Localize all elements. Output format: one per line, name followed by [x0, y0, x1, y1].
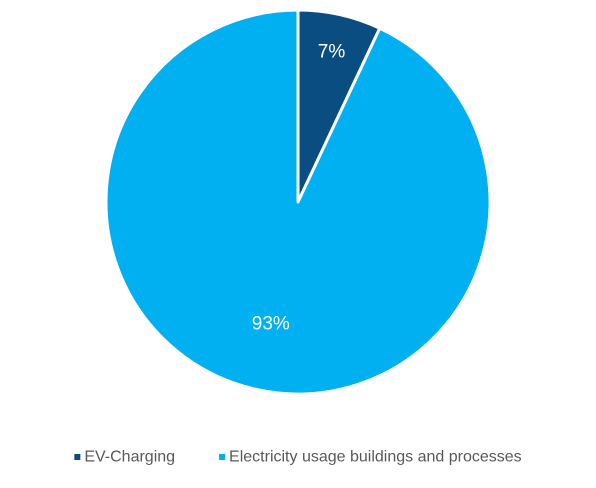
data-label-2: 93% [252, 313, 290, 334]
legend-label-1: EV-Charging [84, 449, 175, 466]
chart-legend: EV-Charging Electricity usage buildings a… [74, 449, 522, 466]
legend-item-2: Electricity usage buildings and processe… [219, 449, 522, 466]
legend-swatch-2 [219, 454, 226, 460]
pie-slices [104, 8, 492, 396]
pie-data-labels: 7% 93% [252, 42, 346, 335]
legend-item-1: EV-Charging [74, 449, 175, 466]
legend-label-2: Electricity usage buildings and processe… [229, 449, 522, 466]
pie-slice-2 [104, 8, 492, 396]
data-label-1: 7% [318, 42, 346, 63]
legend-swatch-1 [74, 454, 81, 460]
